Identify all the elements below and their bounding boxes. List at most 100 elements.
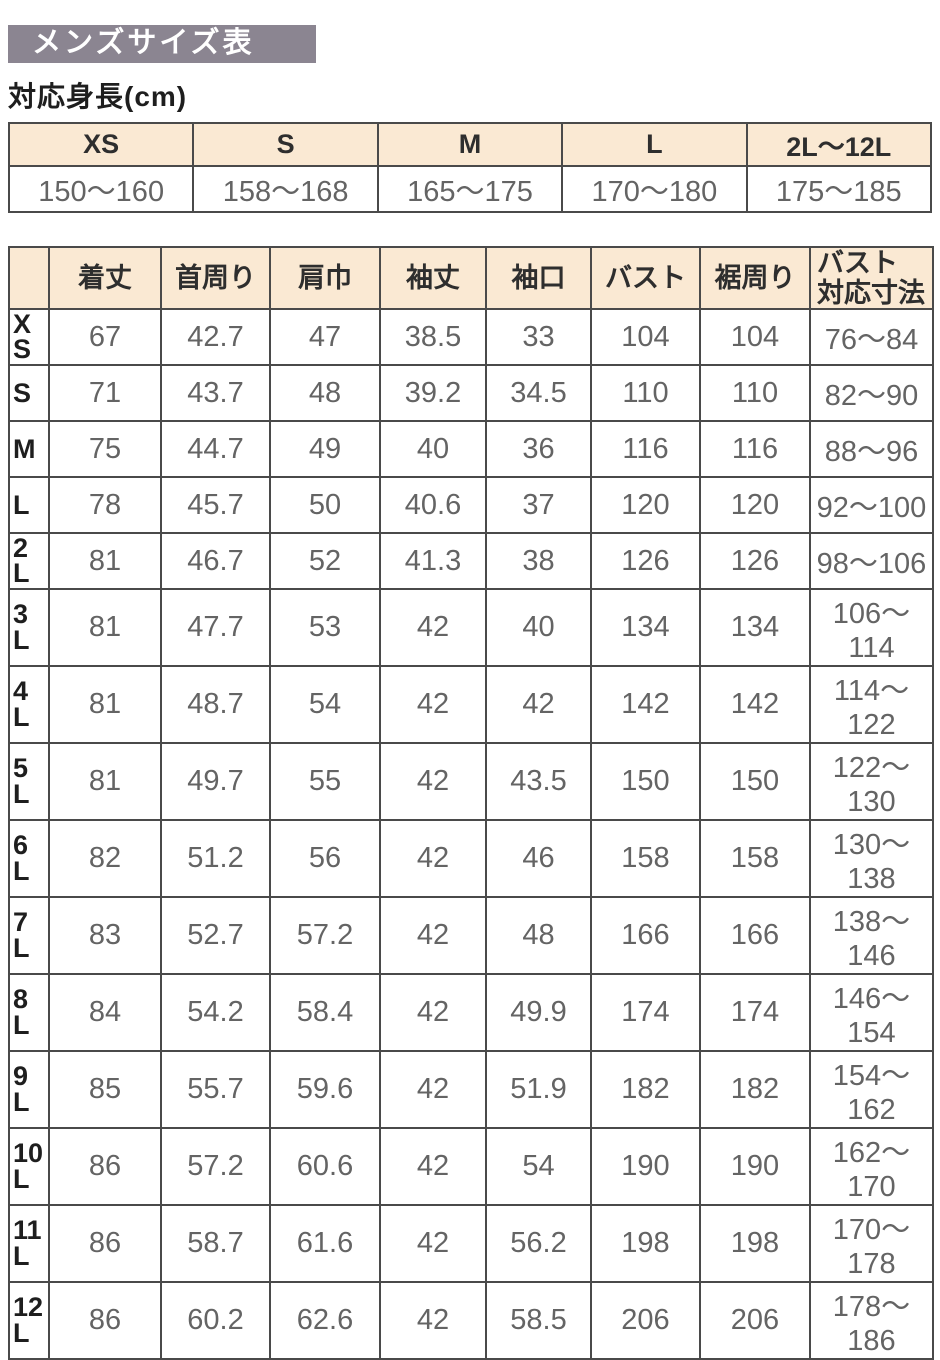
- size-value-cell: 42: [379, 1281, 487, 1360]
- height-column-header: 2L〜12L: [745, 122, 933, 167]
- size-row-label: 9 L: [8, 1050, 50, 1130]
- size-row-label: 2 L: [8, 532, 50, 591]
- size-row-label: 6 L: [8, 819, 50, 899]
- page-title: メンズサイズ表: [8, 25, 316, 63]
- size-value-cell: 146〜154: [809, 973, 934, 1053]
- size-value-cell: 40: [485, 588, 592, 668]
- size-value-cell: 51.9: [485, 1050, 592, 1130]
- size-value-cell: 78: [48, 476, 162, 535]
- height-column-header: L: [561, 122, 748, 167]
- size-value-cell: 58.7: [160, 1204, 271, 1284]
- size-column-header: 肩巾: [269, 245, 381, 311]
- size-value-cell: 49.9: [485, 973, 592, 1053]
- size-row-label: 3 L: [8, 588, 50, 668]
- size-column-header: バスト 対応寸法: [809, 245, 934, 311]
- size-value-cell: 182: [590, 1050, 701, 1130]
- size-value-cell: 58.5: [485, 1281, 592, 1360]
- size-value-cell: 116: [590, 420, 701, 479]
- size-row-label: 11 L: [8, 1204, 50, 1284]
- size-value-cell: 150: [699, 742, 811, 822]
- size-row-label: M: [8, 420, 50, 479]
- size-value-cell: 42: [379, 1050, 487, 1130]
- size-value-cell: 84: [48, 973, 162, 1053]
- size-value-cell: 206: [699, 1281, 811, 1360]
- height-value-cell: 158〜168: [192, 165, 379, 213]
- size-value-cell: 150: [590, 742, 701, 822]
- size-value-cell: 120: [699, 476, 811, 535]
- size-value-cell: 206: [590, 1281, 701, 1360]
- size-value-cell: 86: [48, 1204, 162, 1284]
- size-value-cell: 116: [699, 420, 811, 479]
- size-table-row: 6 L 82 51.2 56 42 46 158 158 130〜138: [8, 819, 934, 899]
- size-row-label: 12 L: [8, 1281, 50, 1360]
- size-value-cell: 54: [485, 1127, 592, 1207]
- size-value-cell: 46.7: [160, 532, 271, 591]
- size-value-cell: 54.2: [160, 973, 271, 1053]
- size-value-cell: 85: [48, 1050, 162, 1130]
- size-table-row: 4 L 81 48.7 54 42 42 142 142 114〜122: [8, 665, 934, 745]
- size-value-cell: 38.5: [379, 308, 487, 367]
- size-value-cell: 56: [269, 819, 381, 899]
- height-value-cell: 170〜180: [561, 165, 748, 213]
- size-value-cell: 81: [48, 665, 162, 745]
- size-table-row: S 71 43.7 48 39.2 34.5 110 110 82〜90: [8, 364, 934, 423]
- size-value-cell: 174: [699, 973, 811, 1053]
- size-value-cell: 50: [269, 476, 381, 535]
- size-table-row: 5 L 81 49.7 55 42 43.5 150 150 122〜130: [8, 742, 934, 822]
- size-value-cell: 174: [590, 973, 701, 1053]
- size-value-cell: 41.3: [379, 532, 487, 591]
- size-value-cell: 43.7: [160, 364, 271, 423]
- size-table-body: X S 67 42.7 47 38.5 33 104 104 76〜84 S 71 43.7 48 39.…: [8, 308, 934, 1360]
- size-value-cell: 60.6: [269, 1127, 381, 1207]
- size-value-cell: 47: [269, 308, 381, 367]
- height-table: XS S M L 2L〜12L 150〜160 158〜168 165〜175 170〜180…: [7, 122, 933, 213]
- size-row-label: 7 L: [8, 896, 50, 976]
- size-value-cell: 42: [379, 665, 487, 745]
- size-value-cell: 40: [379, 420, 487, 479]
- size-value-cell: 62.6: [269, 1281, 381, 1360]
- size-value-cell: 81: [48, 742, 162, 822]
- size-row-label: L: [8, 476, 50, 535]
- size-value-cell: 120: [590, 476, 701, 535]
- size-value-cell: 42: [379, 1204, 487, 1284]
- size-row-label: 4 L: [8, 665, 50, 745]
- size-value-cell: 110: [590, 364, 701, 423]
- size-value-cell: 57.2: [269, 896, 381, 976]
- size-value-cell: 55: [269, 742, 381, 822]
- size-value-cell: 38: [485, 532, 592, 591]
- size-value-cell: 198: [590, 1204, 701, 1284]
- size-row-label: 5 L: [8, 742, 50, 822]
- size-table-row: 7 L 83 52.7 57.2 42 48 166 166 138〜146: [8, 896, 934, 976]
- size-value-cell: 42: [379, 819, 487, 899]
- size-value-cell: 76〜84: [809, 308, 934, 367]
- size-value-cell: 182: [699, 1050, 811, 1130]
- size-table-row: L 78 45.7 50 40.6 37 120 120 92〜100: [8, 476, 934, 535]
- size-row-label: X S: [8, 308, 50, 367]
- size-value-cell: 134: [699, 588, 811, 668]
- size-value-cell: 166: [590, 896, 701, 976]
- size-table-row: X S 67 42.7 47 38.5 33 104 104 76〜84: [8, 308, 934, 367]
- height-column-header: XS: [7, 122, 195, 167]
- size-table-row: 12 L 86 60.2 62.6 42 58.5 206 206 178〜186: [8, 1281, 934, 1360]
- size-column-header: 袖丈: [379, 245, 487, 311]
- size-value-cell: 190: [590, 1127, 701, 1207]
- size-value-cell: 53: [269, 588, 381, 668]
- height-column-header: S: [192, 122, 379, 167]
- size-value-cell: 88〜96: [809, 420, 934, 479]
- height-table-value-row: 150〜160 158〜168 165〜175 170〜180 175〜185: [7, 165, 933, 213]
- size-value-cell: 104: [699, 308, 811, 367]
- size-value-cell: 61.6: [269, 1204, 381, 1284]
- size-value-cell: 37: [485, 476, 592, 535]
- size-value-cell: 42: [379, 973, 487, 1053]
- size-value-cell: 39.2: [379, 364, 487, 423]
- size-value-cell: 55.7: [160, 1050, 271, 1130]
- size-value-cell: 42.7: [160, 308, 271, 367]
- height-column-header: M: [376, 122, 564, 167]
- size-table-row: M 75 44.7 49 40 36 116 116 88〜96: [8, 420, 934, 479]
- size-value-cell: 52.7: [160, 896, 271, 976]
- size-value-cell: 142: [590, 665, 701, 745]
- size-value-cell: 57.2: [160, 1127, 271, 1207]
- size-value-cell: 82: [48, 819, 162, 899]
- size-value-cell: 130〜138: [809, 819, 934, 899]
